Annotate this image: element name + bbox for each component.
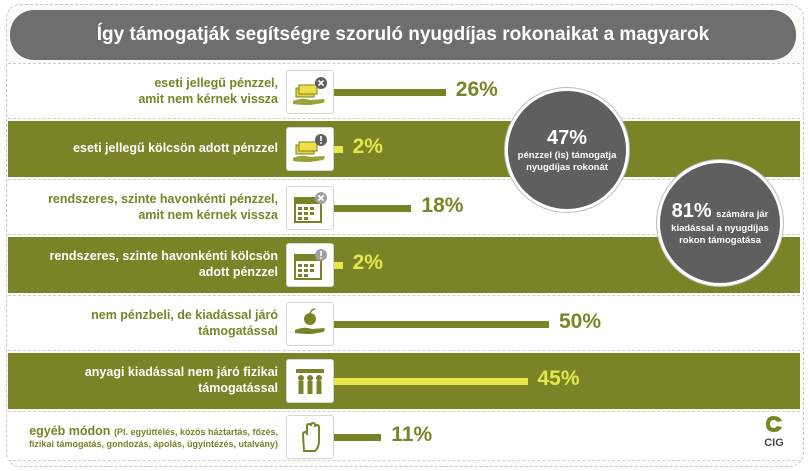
row-label-line2: adott pénzzel	[198, 265, 278, 279]
raised-hand-icon	[286, 415, 334, 459]
row-label-line1: rendszeres, szinte havonkénti pénzzel,	[48, 192, 278, 207]
data-label: 50%	[559, 310, 602, 333]
people-helping-icon	[286, 359, 334, 403]
row-label-line2: fizikai támogatás, gondozás, ápolás, ügy…	[28, 439, 278, 450]
data-label: 45%	[537, 367, 580, 390]
annotation-circle-47: 47% pénzzel (is) támogatja nyugdíjas rok…	[505, 88, 629, 212]
row-label-line1: egyéb módon	[29, 423, 111, 438]
calendar-exclamation-icon	[286, 243, 334, 287]
data-label: 26%	[455, 78, 498, 101]
cig-logo-icon	[766, 416, 782, 432]
cig-logo-text: CIG	[764, 437, 784, 449]
row-label-line1: rendszeres, szinte havonkénti kölcsön	[49, 249, 278, 264]
data-label: 11%	[391, 423, 433, 446]
row-label: eseti jellegű pénzzel, amit nem kérnek v…	[16, 64, 278, 120]
page-title: Így támogatják segítségre szoruló nyugdí…	[10, 10, 796, 60]
page-title-text: Így támogatják segítségre szoruló nyugdí…	[96, 24, 710, 45]
bar-row-2: eseti jellegű kölcsön adott pénzzel 2%	[8, 121, 800, 177]
bar	[334, 205, 412, 212]
cash-hand-x-icon	[286, 70, 334, 114]
bar-row-6: anyagi kiadással nem járó fizikai támoga…	[8, 353, 800, 409]
cig-logo: CIG	[752, 413, 796, 455]
bar	[334, 262, 343, 269]
row-label-line1: eseti jellegű kölcsön adott pénzzel	[73, 141, 278, 156]
row-label-line2: amit nem kérnek vissza	[138, 92, 278, 106]
hand-apple-icon	[286, 302, 334, 346]
data-label: 18%	[421, 194, 464, 217]
cash-hand-exclamation-icon	[286, 127, 334, 171]
bar	[334, 146, 343, 153]
row-label: rendszeres, szinte havonkénti kölcsön ad…	[16, 237, 278, 293]
row-label-line1: eseti jellegű pénzzel,	[154, 76, 278, 91]
bar	[334, 434, 382, 441]
row-label: nem pénzbeli, de kiadással járó támogatá…	[16, 296, 278, 352]
bar	[334, 89, 446, 96]
row-label: rendszeres, szinte havonkénti pénzzel, a…	[16, 180, 278, 236]
row-label-line1: anyagi kiadással nem járó fizikai	[84, 365, 278, 380]
row-label: anyagi kiadással nem járó fizikai támoga…	[16, 353, 278, 409]
annotation-text-line2: rokon támogatása	[679, 234, 761, 246]
annotation-text-line1: pénzzel (is) támogatja	[517, 149, 617, 161]
data-label: 2%	[352, 135, 383, 158]
annotation-circle-81: 81% számára jár kiadással a nyugdíjas ro…	[657, 160, 783, 286]
annotation-text-prefix: számára jár	[716, 208, 769, 220]
data-label: 2%	[352, 251, 383, 274]
bar	[334, 378, 528, 385]
row-label-line1: nem pénzbeli, de kiadással járó	[91, 308, 278, 323]
annotation-text-line2: nyugdíjas rokonát	[526, 161, 608, 173]
row-label-line2: amit nem kérnek vissza	[138, 208, 278, 222]
bar-row-5: nem pénzbeli, de kiadással járó támogatá…	[8, 295, 800, 351]
annotation-text-line1: kiadással a nyugdíjas	[671, 222, 769, 234]
row-label-small: (Pl. együttélés, közös háztartás, főzés,	[113, 426, 278, 437]
annotation-value: 81%	[671, 199, 712, 222]
row-label-line2: támogatással	[198, 324, 278, 338]
row-label: eseti jellegű kölcsön adott pénzzel	[16, 121, 278, 177]
bar-row-1: eseti jellegű pénzzel, amit nem kérnek v…	[8, 63, 800, 119]
row-label: egyéb módon (Pl. együttélés, közös házta…	[16, 412, 278, 462]
bar	[334, 321, 549, 328]
calendar-x-icon	[286, 186, 334, 230]
annotation-value: 47%	[546, 126, 588, 149]
row-label-line2: támogatással	[198, 381, 278, 395]
bar-row-7: egyéb módon (Pl. együttélés, közös házta…	[8, 411, 800, 461]
